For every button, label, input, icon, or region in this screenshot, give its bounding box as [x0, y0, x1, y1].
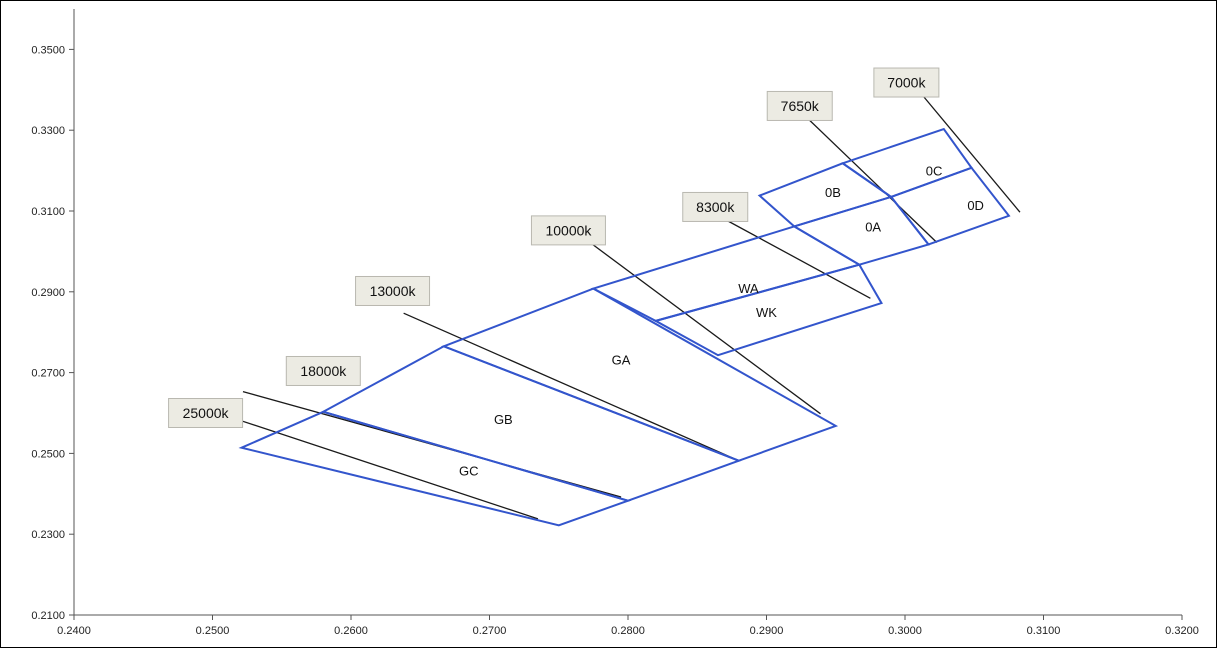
x-tick-label: 0.2700	[473, 625, 507, 637]
y-tick-label: 0.3100	[31, 206, 65, 218]
cct-label-box	[285, 355, 361, 386]
bin-0c-polygon	[840, 127, 974, 199]
y-tick-label: 0.2300	[31, 529, 65, 541]
y-tick-label: 0.2100	[31, 610, 65, 622]
y-tick-label: 0.3300	[31, 125, 65, 137]
bin-label-gc: GC	[459, 463, 479, 478]
cct-label-25000k: 25000k	[183, 405, 230, 421]
cct-label-10000k: 10000k	[545, 222, 592, 238]
y-tick-label: 0.2700	[31, 368, 65, 380]
bin-0a-polygon	[791, 195, 931, 266]
cct-label-8300k: 8300k	[696, 199, 735, 215]
x-tick-label: 0.2800	[611, 625, 645, 637]
bin-label-0d: 0D	[967, 198, 984, 213]
cct-label-18000k: 18000k	[300, 363, 347, 379]
bin-label-0c: 0C	[926, 164, 943, 179]
cct-leader-line	[808, 119, 938, 243]
cct-label-box	[168, 398, 244, 428]
cct-label-7000k: 7000k	[887, 75, 926, 91]
cct-leader-line	[922, 95, 1021, 213]
bin-label-0b: 0B	[825, 185, 841, 200]
bin-label-ga: GA	[612, 352, 631, 367]
cct-label-13000k: 13000k	[370, 283, 417, 299]
cct-label-box	[355, 275, 431, 306]
cct-label-box	[530, 215, 606, 246]
x-tick-label: 0.2400	[57, 625, 91, 637]
bin-label-wk: WK	[756, 305, 777, 320]
x-tick-label: 0.3000	[888, 625, 922, 637]
bin-label-0a: 0A	[865, 219, 881, 234]
x-tick-label: 0.3200	[1165, 625, 1199, 637]
cct-label-box	[682, 191, 749, 222]
x-tick-label: 0.2900	[750, 625, 784, 637]
cct-leader-line	[721, 217, 871, 299]
bin-wk-polygon	[653, 263, 883, 357]
bin-label-wa: WA	[738, 281, 759, 296]
x-tick-label: 0.3100	[1027, 625, 1061, 637]
bin-label-gb: GB	[494, 412, 513, 427]
cct-leader-line	[235, 418, 539, 520]
cct-label-box	[873, 67, 940, 98]
bin-ga-polygon	[441, 287, 839, 462]
bin-0d-polygon	[889, 166, 1011, 246]
cct-label-7650k: 7650k	[781, 98, 820, 114]
x-tick-label: 0.2500	[196, 625, 230, 637]
y-tick-label: 0.2900	[31, 287, 65, 299]
cct-leader-line	[403, 312, 740, 462]
y-tick-label: 0.2500	[31, 448, 65, 460]
bin-gc-polygon	[238, 410, 632, 527]
x-tick-label: 0.2600	[334, 625, 368, 637]
y-tick-label: 0.3500	[31, 44, 65, 56]
cct-label-box	[766, 90, 833, 121]
cct-leader-line	[587, 240, 821, 415]
